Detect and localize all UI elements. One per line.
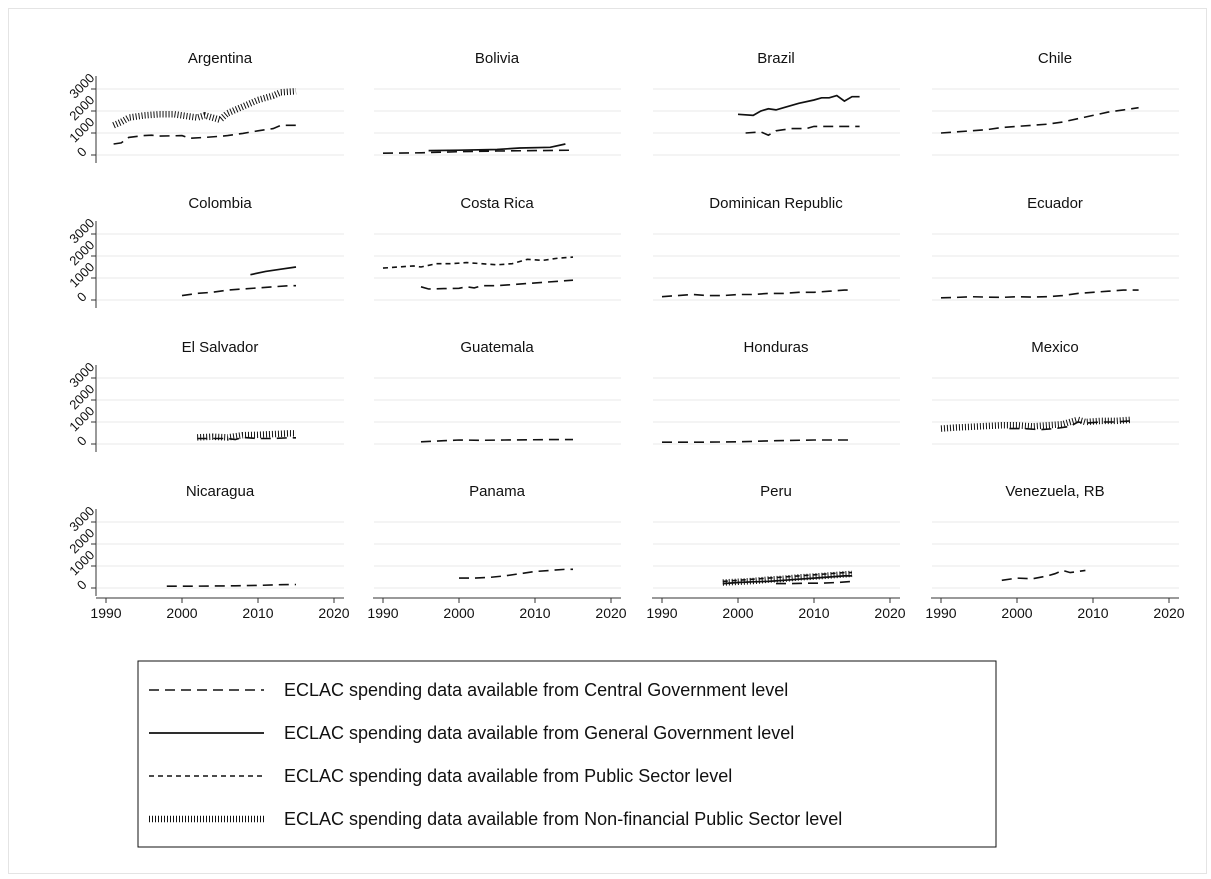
series-line-central <box>420 438 573 443</box>
legend-label: ECLAC spending data available from Non-f… <box>284 809 842 829</box>
x-tick-label: 2000 <box>443 605 474 621</box>
series-line-public <box>382 256 574 269</box>
panel-title: Guatemala <box>460 339 534 356</box>
panel-title: El Salvador <box>182 339 259 356</box>
legend-label: ECLAC spending data available from Centr… <box>284 680 788 700</box>
series-line-central <box>166 583 297 587</box>
x-tick-label: 2010 <box>519 605 550 621</box>
x-tick-label: 2000 <box>722 605 753 621</box>
x-tick-label: 2020 <box>1153 605 1184 621</box>
panel-title: Argentina <box>188 50 253 67</box>
x-tick-label: 2020 <box>874 605 905 621</box>
panel-title: Mexico <box>1031 339 1079 356</box>
series-line-central <box>662 439 852 443</box>
x-tick-label: 2020 <box>595 605 626 621</box>
panel-title: Peru <box>760 483 792 500</box>
series-line-central <box>420 279 574 290</box>
panel-venezuela-rb: Venezuela, RB 1990 2000 2010 2020 <box>925 483 1184 621</box>
y-tick-label: 1000 <box>66 547 97 578</box>
series-line-central <box>197 436 296 441</box>
series-line-central <box>940 106 1139 134</box>
y-tick-label: 0 <box>74 144 90 160</box>
panel-title: Honduras <box>743 339 808 356</box>
legend-label: ECLAC spending data available from Publi… <box>284 766 732 786</box>
legend: ECLAC spending data available from Centr… <box>137 660 997 848</box>
panel-dominican-republic: Dominican Republic <box>653 195 900 301</box>
panel-title: Colombia <box>188 195 252 212</box>
x-tick-label: 2000 <box>1001 605 1032 621</box>
panel-mexico: Mexico <box>932 339 1179 445</box>
panel-title: Nicaragua <box>186 483 255 500</box>
panel-guatemala: Guatemala <box>374 339 621 445</box>
series-line-central <box>181 284 296 297</box>
x-tick-label: 1990 <box>367 605 398 621</box>
series-line-central <box>113 124 296 145</box>
panel-panama: Panama 1990 2000 2010 2020 <box>367 483 626 621</box>
series-line-nonfinancial <box>940 416 1132 432</box>
series-line-general <box>250 266 297 276</box>
series-line-general <box>428 143 566 152</box>
x-tick-label: 2020 <box>318 605 349 621</box>
series-line-central <box>745 125 860 137</box>
x-tick-label: 1990 <box>925 605 956 621</box>
panel-ecuador: Ecuador <box>932 195 1179 301</box>
panel-peru: Peru 1990 2000 2010 2020 <box>646 483 905 621</box>
y-tick-label: 1000 <box>66 114 97 145</box>
x-tick-label: 1990 <box>646 605 677 621</box>
x-tick-label: 1990 <box>90 605 121 621</box>
series-line-general <box>737 94 860 117</box>
panel-title: Costa Rica <box>460 195 534 212</box>
series-line-central <box>1001 569 1086 582</box>
panel-title: Ecuador <box>1027 195 1083 212</box>
panel-title: Brazil <box>757 50 795 67</box>
panel-bolivia: Bolivia <box>374 50 621 156</box>
x-tick-label: 2000 <box>166 605 197 621</box>
series-line-central <box>459 568 573 579</box>
y-tick-label: 0 <box>74 577 90 593</box>
series-line-central <box>661 289 852 298</box>
panel-title: Venezuela, RB <box>1005 483 1104 500</box>
legend-label: ECLAC spending data available from Gener… <box>284 723 794 743</box>
panel-honduras: Honduras <box>653 339 900 445</box>
panel-title: Chile <box>1038 50 1072 67</box>
series-line-central <box>940 289 1139 299</box>
x-tick-label: 2010 <box>1077 605 1108 621</box>
panel-title: Dominican Republic <box>709 195 843 212</box>
y-tick-label: 0 <box>74 433 90 449</box>
series-line-public <box>722 571 852 583</box>
panel-costa-rica: Costa Rica <box>374 195 621 301</box>
x-tick-label: 2010 <box>242 605 273 621</box>
y-tick-label: 1000 <box>66 259 97 290</box>
legend-frame <box>137 660 997 848</box>
series-line-nonfinancial <box>197 430 296 441</box>
panel-title: Panama <box>469 483 526 500</box>
panel-brazil: Brazil <box>653 50 900 156</box>
series-line-nonfinancial <box>722 570 853 586</box>
y-tick-label: 0 <box>74 289 90 305</box>
y-tick-label: 1000 <box>66 403 97 434</box>
panel-title: Bolivia <box>475 50 520 67</box>
series-line-nonfinancial <box>112 87 297 129</box>
series-line-central <box>776 580 853 585</box>
x-tick-label: 2010 <box>798 605 829 621</box>
panel-chile: Chile <box>932 50 1179 156</box>
